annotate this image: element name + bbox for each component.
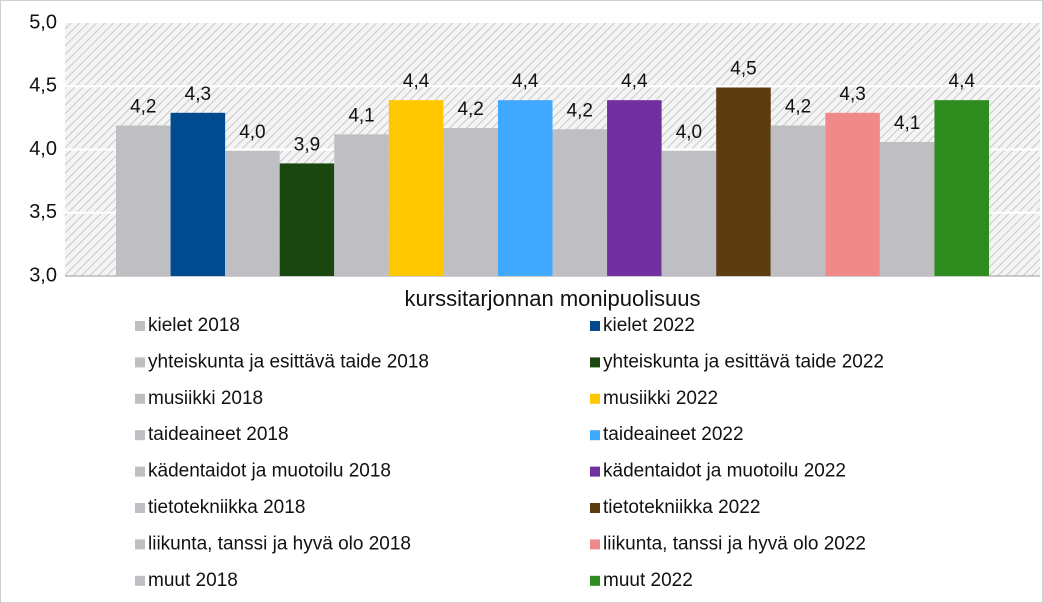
bar xyxy=(225,150,280,276)
legend-swatch xyxy=(590,575,600,586)
y-tick-label: 3,5 xyxy=(29,201,57,223)
legend-label: kielet 2022 xyxy=(603,315,695,336)
legend-label: tietotekniikka 2022 xyxy=(603,497,760,518)
bar xyxy=(825,112,880,276)
legend-swatch xyxy=(590,321,600,331)
data-label: 4,3 xyxy=(185,84,211,105)
bar xyxy=(279,163,335,276)
legend-label: muut 2022 xyxy=(603,570,693,591)
legend-swatch xyxy=(590,430,600,441)
legend-swatch xyxy=(590,357,600,368)
bar xyxy=(116,125,171,276)
legend-label: yhteiskunta ja esittävä taide 2018 xyxy=(148,351,429,372)
legend-label: muut 2018 xyxy=(148,570,238,591)
bar xyxy=(770,125,826,276)
data-label: 4,2 xyxy=(785,96,811,117)
data-label: 4,2 xyxy=(457,99,483,120)
bar xyxy=(879,141,935,276)
legend-swatch xyxy=(135,393,145,404)
bar xyxy=(607,100,662,276)
y-tick-label: 4,5 xyxy=(29,75,57,97)
data-label: 4,4 xyxy=(403,71,430,92)
bar xyxy=(716,87,771,276)
legend-swatch xyxy=(590,393,600,404)
legend-swatch xyxy=(135,466,145,477)
legend-label: musiikki 2018 xyxy=(148,388,263,409)
legend-swatch xyxy=(135,321,145,331)
legend-swatch xyxy=(590,466,600,477)
x-tick-label: kurssitarjonnan monipuolisuus xyxy=(405,286,701,311)
legend-label: kädentaidot ja muotoilu 2018 xyxy=(148,461,391,482)
bar xyxy=(497,100,553,276)
bar xyxy=(934,100,989,276)
data-label: 4,4 xyxy=(949,71,976,92)
legend-label: taideaineet 2018 xyxy=(148,424,289,445)
legend-label: kielet 2018 xyxy=(148,315,240,336)
legend-swatch xyxy=(135,357,145,368)
y-tick-label: 4,0 xyxy=(29,138,57,160)
data-label: 4,2 xyxy=(130,96,156,117)
legend-label: liikunta, tanssi ja hyvä olo 2022 xyxy=(603,533,866,554)
legend-label: liikunta, tanssi ja hyvä olo 2018 xyxy=(148,533,411,554)
legend-swatch xyxy=(590,503,600,513)
legend-swatch xyxy=(135,430,145,441)
legend-swatch xyxy=(135,575,145,586)
legend-swatch xyxy=(135,503,145,513)
y-tick-label: 3,0 xyxy=(29,264,57,286)
bar xyxy=(443,127,498,277)
data-label: 4,0 xyxy=(239,122,265,143)
data-label: 4,5 xyxy=(730,59,756,80)
data-label: 4,1 xyxy=(894,113,920,134)
legend-swatch xyxy=(135,539,145,550)
legend-label: kädentaidot ja muotoilu 2022 xyxy=(603,461,846,482)
data-label: 4,4 xyxy=(512,71,539,92)
data-label: 4,4 xyxy=(621,71,648,92)
data-label: 4,3 xyxy=(839,84,865,105)
legend-label: tietotekniikka 2018 xyxy=(148,497,305,518)
data-label: 4,1 xyxy=(348,105,374,126)
data-label: 3,9 xyxy=(294,134,320,155)
bar xyxy=(170,112,226,276)
bar xyxy=(552,129,608,276)
legend-label: yhteiskunta ja esittävä taide 2022 xyxy=(603,351,884,372)
legend-swatch xyxy=(590,539,600,550)
bar xyxy=(388,100,444,276)
data-label: 4,2 xyxy=(567,100,593,121)
bar xyxy=(661,150,717,276)
legend-label: musiikki 2022 xyxy=(603,388,718,409)
data-label: 4,0 xyxy=(676,122,702,143)
legend-label: taideaineet 2022 xyxy=(603,424,744,445)
bar xyxy=(334,134,389,276)
y-tick-label: 5,0 xyxy=(29,11,57,33)
